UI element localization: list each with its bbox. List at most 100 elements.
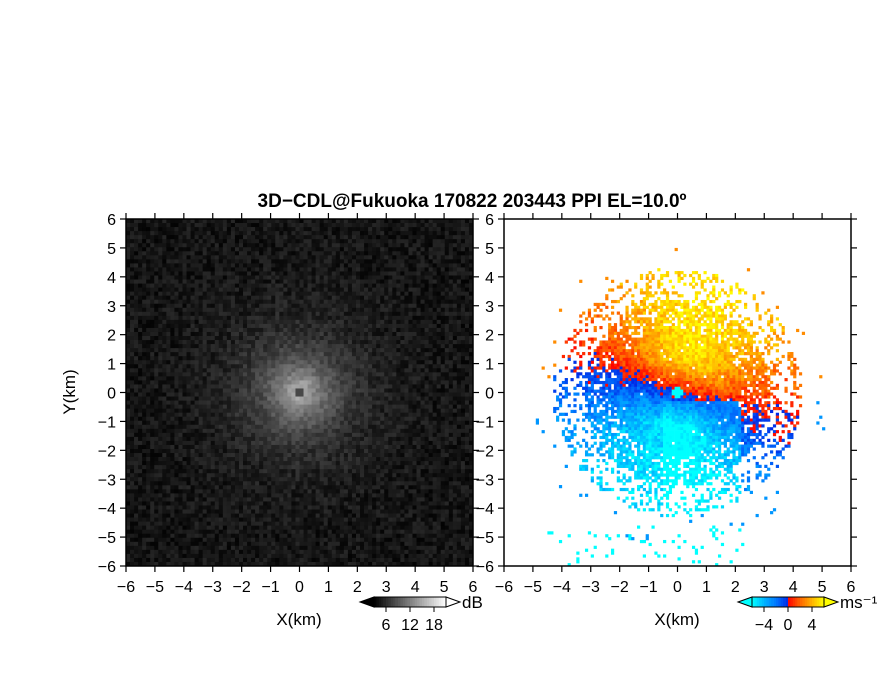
intensity-cell	[355, 533, 361, 539]
intensity-cell	[275, 436, 280, 442]
intensity-cell	[214, 243, 220, 248]
intensity-cell	[138, 424, 143, 430]
intensity-cell	[303, 299, 308, 305]
intensity-cell	[323, 231, 329, 236]
intensity-cell	[178, 420, 183, 426]
intensity-cell	[275, 319, 280, 325]
intensity-cell	[182, 227, 187, 232]
intensity-cell	[170, 396, 175, 401]
intensity-cell	[158, 251, 163, 256]
intensity-cell	[134, 469, 139, 474]
intensity-cell	[162, 380, 167, 385]
intensity-cell	[230, 404, 236, 410]
intensity-cell	[222, 279, 228, 284]
intensity-cell	[134, 251, 139, 256]
intensity-cell	[218, 533, 224, 539]
intensity-cell	[255, 307, 260, 313]
intensity-cell	[202, 461, 208, 466]
intensity-cell	[210, 525, 216, 531]
intensity-cell	[186, 501, 191, 506]
intensity-cell	[295, 420, 300, 426]
intensity-cell	[154, 380, 159, 385]
intensity-cell	[323, 529, 329, 535]
intensity-cell	[267, 267, 272, 272]
intensity-cell	[194, 561, 200, 567]
intensity-cell	[243, 255, 248, 260]
intensity-cell	[126, 384, 131, 389]
intensity-cell	[162, 271, 167, 276]
intensity-cell	[218, 219, 224, 224]
intensity-cell	[150, 461, 155, 466]
intensity-cell	[154, 461, 159, 466]
intensity-cell	[271, 323, 276, 329]
intensity-cell	[226, 299, 232, 305]
intensity-cell	[230, 251, 236, 256]
intensity-cell	[218, 521, 224, 527]
intensity-cell	[170, 344, 175, 349]
intensity-cell	[251, 525, 256, 531]
intensity-cell	[146, 501, 151, 506]
intensity-cell	[162, 545, 167, 551]
intensity-cell	[295, 291, 300, 297]
intensity-cell	[210, 485, 216, 490]
intensity-cell	[230, 396, 236, 401]
intensity-cell	[347, 368, 353, 373]
intensity-cell	[291, 368, 296, 373]
intensity-cell	[194, 344, 200, 349]
intensity-cell	[291, 424, 296, 430]
intensity-cell	[218, 275, 224, 280]
intensity-cell	[307, 557, 312, 563]
intensity-cell	[259, 384, 264, 389]
intensity-cell	[263, 388, 268, 393]
intensity-cell	[299, 267, 304, 272]
intensity-cell	[263, 327, 268, 333]
intensity-cell	[351, 327, 357, 333]
intensity-cell	[162, 541, 167, 547]
intensity-cell	[259, 243, 264, 248]
intensity-cell	[307, 323, 312, 329]
intensity-cell	[263, 311, 268, 317]
intensity-cell	[142, 457, 147, 462]
intensity-cell	[174, 364, 179, 369]
intensity-cell	[230, 323, 236, 329]
intensity-cell	[230, 247, 236, 252]
intensity-cell	[158, 263, 163, 268]
intensity-cell	[299, 380, 304, 385]
intensity-cell	[138, 352, 143, 357]
intensity-cell	[355, 291, 361, 297]
intensity-cell	[218, 279, 224, 284]
intensity-cell	[238, 267, 244, 272]
intensity-cell	[166, 340, 171, 345]
intensity-cell	[198, 557, 204, 563]
intensity-cell	[222, 436, 228, 442]
intensity-cell	[210, 396, 216, 401]
intensity-cell	[154, 412, 159, 418]
intensity-cell	[230, 243, 236, 248]
intensity-cell	[303, 372, 308, 377]
intensity-cell	[202, 279, 208, 284]
intensity-cell	[234, 473, 240, 478]
intensity-cell	[295, 247, 300, 252]
intensity-cell	[343, 352, 349, 357]
intensity-cell	[126, 344, 131, 349]
intensity-cell	[202, 263, 208, 268]
intensity-cell	[130, 392, 135, 397]
intensity-cell	[243, 481, 248, 486]
intensity-cell	[315, 283, 321, 288]
intensity-cell	[283, 279, 288, 284]
intensity-cell	[134, 477, 139, 482]
intensity-cell	[202, 275, 208, 280]
intensity-cell	[319, 364, 325, 369]
intensity-cell	[158, 239, 163, 244]
intensity-cell	[194, 311, 200, 317]
intensity-cell	[142, 557, 147, 563]
intensity-cell	[327, 505, 333, 510]
intensity-cell	[210, 319, 216, 325]
intensity-cell	[166, 432, 171, 438]
intensity-cell	[210, 408, 216, 414]
intensity-cell	[315, 525, 321, 531]
intensity-cell	[134, 416, 139, 422]
intensity-cell	[190, 271, 195, 276]
intensity-cell	[335, 251, 341, 256]
intensity-cell	[351, 408, 357, 414]
